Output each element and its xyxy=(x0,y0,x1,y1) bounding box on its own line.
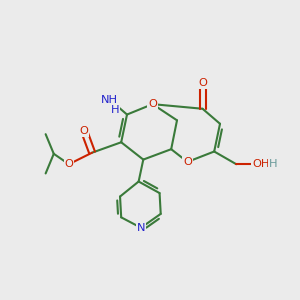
Text: O: O xyxy=(148,99,157,109)
Text: OH: OH xyxy=(252,159,269,169)
Text: N: N xyxy=(137,223,145,233)
Text: O: O xyxy=(80,126,88,136)
Text: O: O xyxy=(64,159,73,169)
Text: NH: NH xyxy=(101,94,118,104)
Text: O: O xyxy=(198,78,207,88)
Text: H: H xyxy=(111,105,120,115)
Text: H: H xyxy=(269,159,278,169)
Text: O: O xyxy=(183,157,192,167)
